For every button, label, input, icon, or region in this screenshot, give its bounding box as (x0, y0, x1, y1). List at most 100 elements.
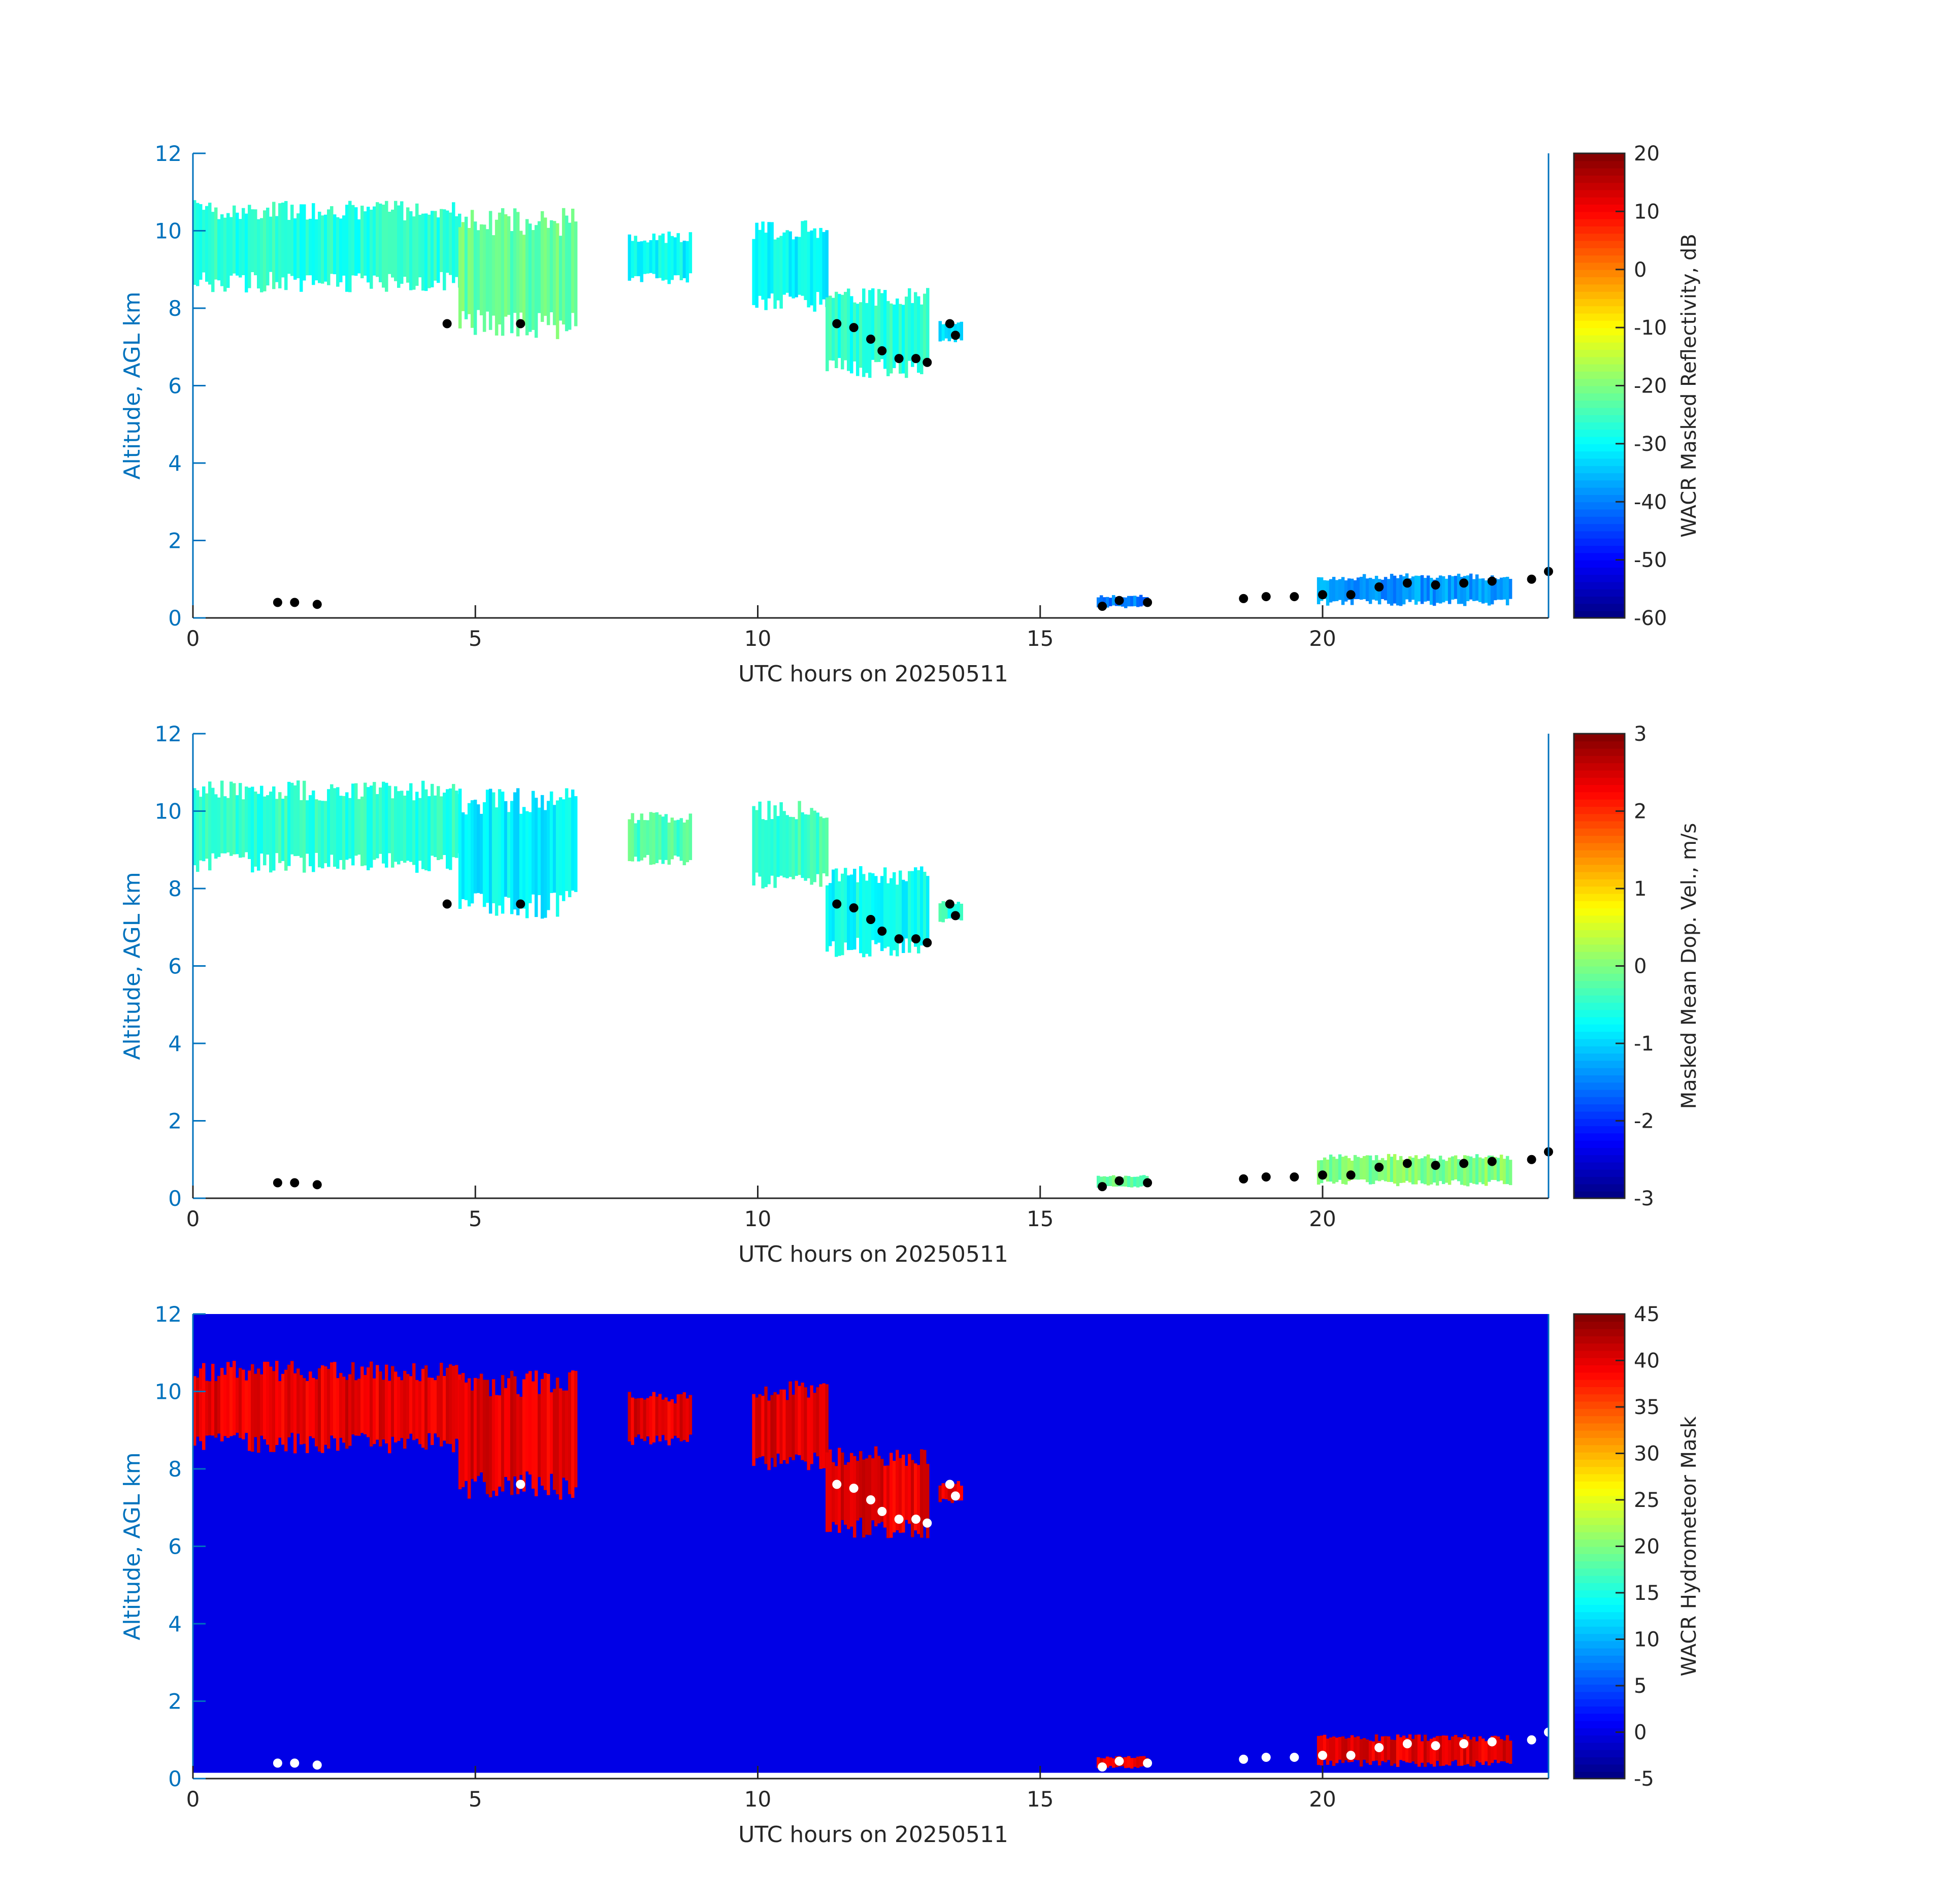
cloud-streak (287, 220, 291, 274)
cloud-streak (874, 1446, 878, 1527)
cloud-streak (208, 781, 212, 871)
cloud-base-point (1374, 1163, 1384, 1172)
colorbar-segment (1574, 1002, 1625, 1010)
cloud-streak (1466, 575, 1470, 602)
cloud-streak (960, 1486, 963, 1501)
cloud-streak (1390, 1157, 1394, 1182)
cloud-streak (1402, 576, 1406, 605)
cloud-streak (816, 1387, 819, 1457)
cloud-streak (382, 1380, 385, 1439)
cloud-streak (284, 201, 288, 290)
colorbar-segment (1574, 211, 1625, 219)
cloud-streak (269, 216, 273, 272)
colorbar-segment (1574, 937, 1625, 945)
colorbar-segment (1574, 538, 1625, 546)
colorbar-segment (1574, 944, 1625, 952)
cloud-streak (792, 817, 795, 879)
cloud-streak (379, 787, 382, 854)
colorbar-segment (1574, 1553, 1625, 1562)
cloud-streak (938, 1485, 942, 1502)
cloud-base-point (923, 1518, 932, 1528)
cloud-streak (263, 796, 267, 866)
cloud-streak (1426, 1154, 1430, 1186)
y-tick-label: 10 (155, 1380, 182, 1404)
cloud-streak (1344, 1156, 1348, 1185)
cloud-streak (1484, 580, 1488, 603)
cloud-base-point (866, 1495, 875, 1504)
cloud-streak (637, 242, 641, 276)
cloud-streak (826, 885, 829, 952)
cloud-streak (631, 241, 635, 278)
cloud-streak (1130, 1758, 1134, 1769)
cloud-streak (1326, 1738, 1330, 1765)
cloud-base-point (273, 598, 282, 607)
cloud-streak (1484, 1741, 1488, 1762)
cloud-streak (482, 224, 486, 332)
cloud-streak (1435, 577, 1439, 603)
cloud-streak (1353, 1737, 1357, 1760)
colorbar-segment (1574, 552, 1625, 561)
cloud-streak (437, 1375, 440, 1437)
cloud-streak (309, 1371, 312, 1436)
cloud-base-point (1431, 580, 1440, 590)
colorbar-segment (1574, 487, 1625, 495)
cloud-streak (957, 902, 960, 920)
colorbar-segment (1574, 1466, 1625, 1474)
cloud-streak (412, 1363, 416, 1440)
cloud-base-point (849, 903, 859, 913)
colorbar-segment (1574, 864, 1625, 872)
cloud-streak (1329, 1154, 1333, 1182)
colorbar-tick-label: -1 (1634, 1032, 1654, 1056)
cloud-streak (944, 902, 948, 919)
colorbar-tick-label: -30 (1634, 433, 1667, 456)
colorbar-tick-label: 10 (1634, 1628, 1660, 1652)
cloud-base-point (516, 1480, 525, 1489)
cloud-streak (1362, 1156, 1366, 1180)
cloud-streak (470, 1390, 474, 1479)
cloud-streak (1106, 1176, 1109, 1187)
cloud-streak (300, 800, 303, 858)
cloud-streak (661, 234, 665, 281)
cloud-streak (1365, 1155, 1369, 1183)
colorbar-tick-label: 5 (1634, 1675, 1647, 1698)
cloud-streak (1466, 1156, 1470, 1187)
cloud-streak (424, 1365, 428, 1450)
cloud-streak (914, 867, 917, 947)
cloud-streak (254, 1373, 257, 1437)
colorbar-segment (1574, 581, 1625, 589)
cloud-streak (776, 1394, 780, 1454)
cloud-streak (549, 1392, 553, 1474)
colorbar-segment (1574, 1662, 1625, 1670)
cloud-streak (868, 290, 872, 378)
colorbar-segment (1574, 356, 1625, 365)
cloud-streak (385, 782, 388, 868)
cloud-streak (360, 206, 364, 279)
colorbar-segment (1574, 327, 1625, 336)
cloud-streak (464, 1382, 468, 1481)
cloud-streak (1109, 1176, 1112, 1186)
cloud-streak (519, 231, 523, 313)
cloud-region (752, 801, 829, 889)
cloud-streak (807, 814, 810, 878)
cloud-streak (816, 812, 819, 874)
cloud-streak (510, 801, 514, 914)
cloud-streak (801, 812, 804, 878)
cloud-streak (628, 819, 632, 861)
cloud-streak (938, 903, 942, 922)
colorbar-segment (1574, 1394, 1625, 1402)
cloud-streak (571, 790, 575, 891)
cloud-streak (403, 795, 407, 863)
y-tick-label: 10 (155, 219, 182, 244)
cloud-streak (373, 782, 376, 860)
colorbar-tick-label: 45 (1634, 1303, 1660, 1326)
cloud-streak (400, 791, 404, 861)
cloud-streak (960, 321, 963, 341)
cloud-streak (562, 208, 566, 325)
colorbar-segment (1574, 1416, 1625, 1424)
cloud-streak (1347, 578, 1351, 600)
cloud-streak (652, 234, 656, 274)
colorbar-segment (1574, 835, 1625, 843)
cloud-streak (458, 227, 462, 329)
y-axis-label: Altitude, AGL km (119, 1452, 145, 1640)
colorbar-segment (1574, 951, 1625, 960)
